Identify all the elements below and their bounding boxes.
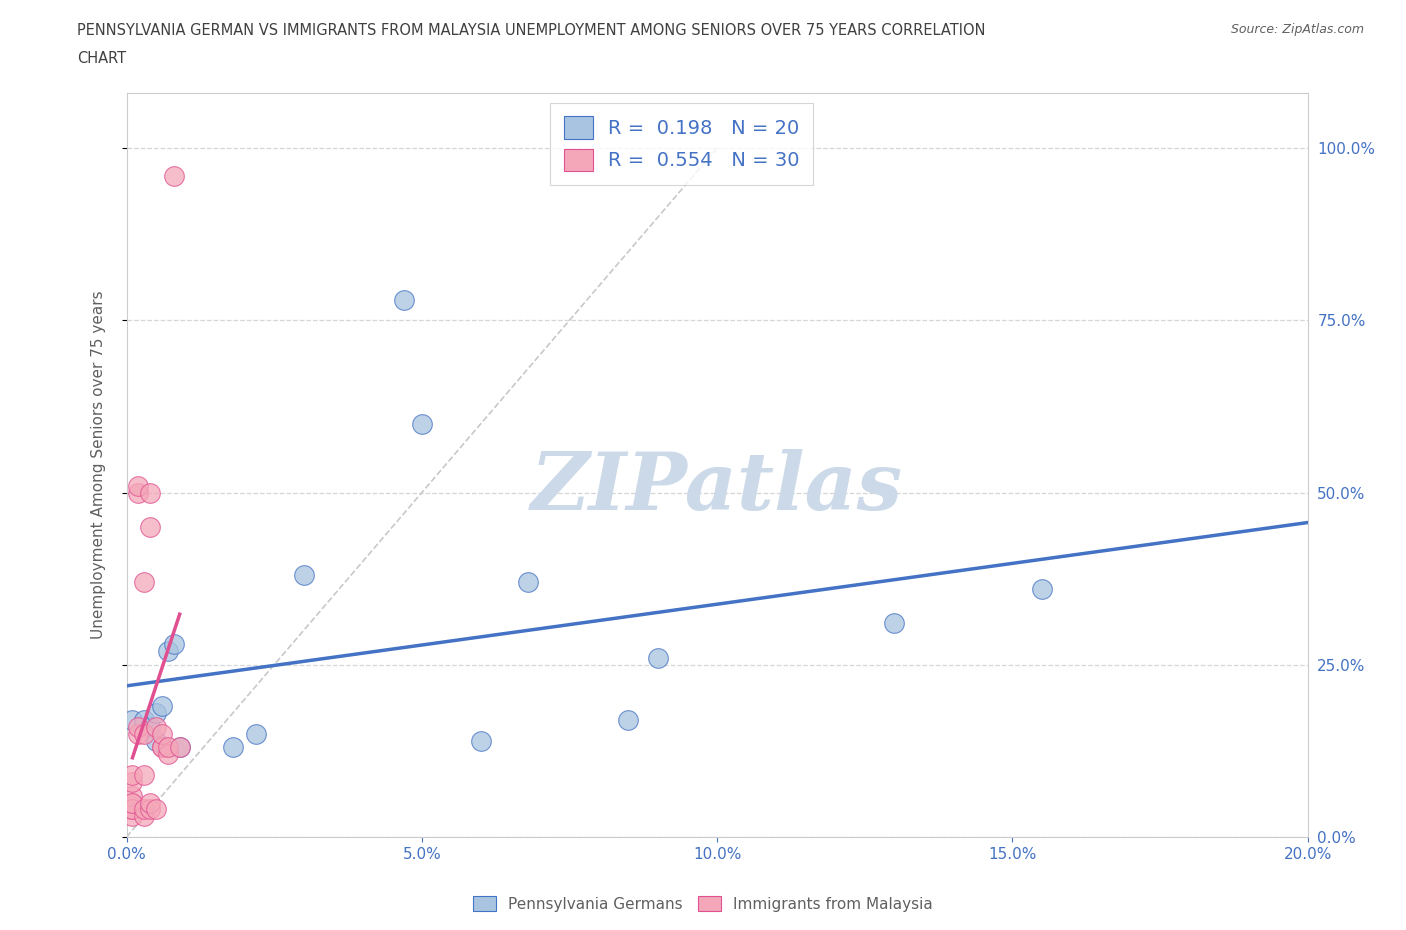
Point xyxy=(121,809,143,824)
Point xyxy=(222,740,245,755)
Point xyxy=(517,575,540,590)
Text: CHART: CHART xyxy=(77,51,127,66)
Point xyxy=(139,485,162,500)
Point xyxy=(127,719,149,734)
Point xyxy=(127,478,149,493)
Point xyxy=(134,767,156,782)
Text: ZIPatlas: ZIPatlas xyxy=(531,448,903,526)
Point xyxy=(134,809,156,824)
Text: PENNSYLVANIA GERMAN VS IMMIGRANTS FROM MALAYSIA UNEMPLOYMENT AMONG SENIORS OVER : PENNSYLVANIA GERMAN VS IMMIGRANTS FROM M… xyxy=(77,23,986,38)
Point xyxy=(127,726,149,741)
Text: Source: ZipAtlas.com: Source: ZipAtlas.com xyxy=(1230,23,1364,36)
Point xyxy=(883,616,905,631)
Point xyxy=(470,733,492,748)
Point xyxy=(150,740,173,755)
Point xyxy=(156,740,179,755)
Point xyxy=(121,802,143,817)
Point xyxy=(292,568,315,583)
Point xyxy=(121,795,143,810)
Point xyxy=(139,802,162,817)
Point xyxy=(121,802,143,817)
Point xyxy=(145,706,167,721)
Point xyxy=(156,644,179,658)
Point xyxy=(392,292,415,307)
Point xyxy=(134,726,156,741)
Point xyxy=(145,733,167,748)
Point xyxy=(163,637,186,652)
Point xyxy=(411,417,433,432)
Point xyxy=(134,575,156,590)
Point xyxy=(121,775,143,790)
Point xyxy=(169,740,191,755)
Legend: Pennsylvania Germans, Immigrants from Malaysia: Pennsylvania Germans, Immigrants from Ma… xyxy=(467,889,939,918)
Point xyxy=(121,712,143,727)
Point xyxy=(150,726,173,741)
Point xyxy=(139,795,162,810)
Point xyxy=(150,698,173,713)
Point xyxy=(145,719,167,734)
Point xyxy=(134,802,156,817)
Point xyxy=(127,485,149,500)
Point xyxy=(245,726,267,741)
Point xyxy=(139,520,162,535)
Point xyxy=(163,168,186,183)
Point xyxy=(647,650,669,665)
Point xyxy=(145,802,167,817)
Point xyxy=(156,747,179,762)
Point xyxy=(150,740,173,755)
Point xyxy=(134,712,156,727)
Point xyxy=(169,740,191,755)
Point xyxy=(121,767,143,782)
Point xyxy=(121,795,143,810)
Point xyxy=(139,719,162,734)
Point xyxy=(1031,581,1053,596)
Point xyxy=(617,712,640,727)
Point xyxy=(121,789,143,804)
Y-axis label: Unemployment Among Seniors over 75 years: Unemployment Among Seniors over 75 years xyxy=(91,291,105,639)
Legend: R =  0.198   N = 20, R =  0.554   N = 30: R = 0.198 N = 20, R = 0.554 N = 30 xyxy=(550,102,813,184)
